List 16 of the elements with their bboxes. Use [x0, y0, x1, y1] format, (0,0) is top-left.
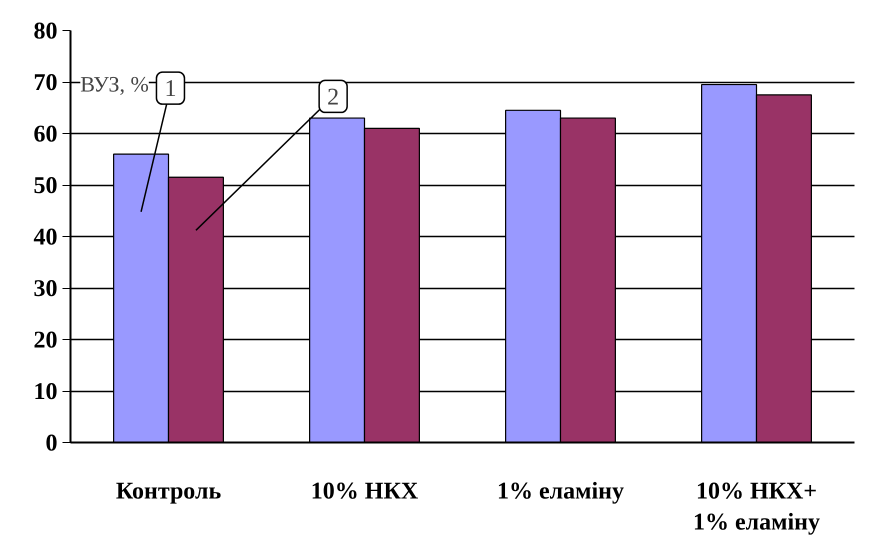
x-tick-label: Контроль [116, 478, 222, 504]
y-tick-label: 10 [34, 379, 58, 405]
text: 1 [164, 76, 176, 102]
y-tick-label: 40 [34, 224, 58, 250]
y-tick-label: 30 [34, 276, 58, 302]
y-tick-label: 70 [34, 70, 58, 96]
y-tick-label: 80 [34, 18, 58, 44]
y-tick-label: 60 [34, 122, 58, 148]
x-tick-label: 10% НКХ [310, 478, 419, 504]
y-axis-title: ВУЗ, % [80, 72, 149, 97]
y-tick-label: 50 [34, 173, 58, 199]
x-tick-label: 1% еламіну [497, 478, 624, 504]
y-tick-label: 20 [34, 328, 58, 354]
x-tick-label: 10% НКХ+ 1% еламіну [693, 478, 820, 536]
y-tick-label: 0 [46, 430, 58, 456]
series-label: 2 [327, 84, 340, 110]
